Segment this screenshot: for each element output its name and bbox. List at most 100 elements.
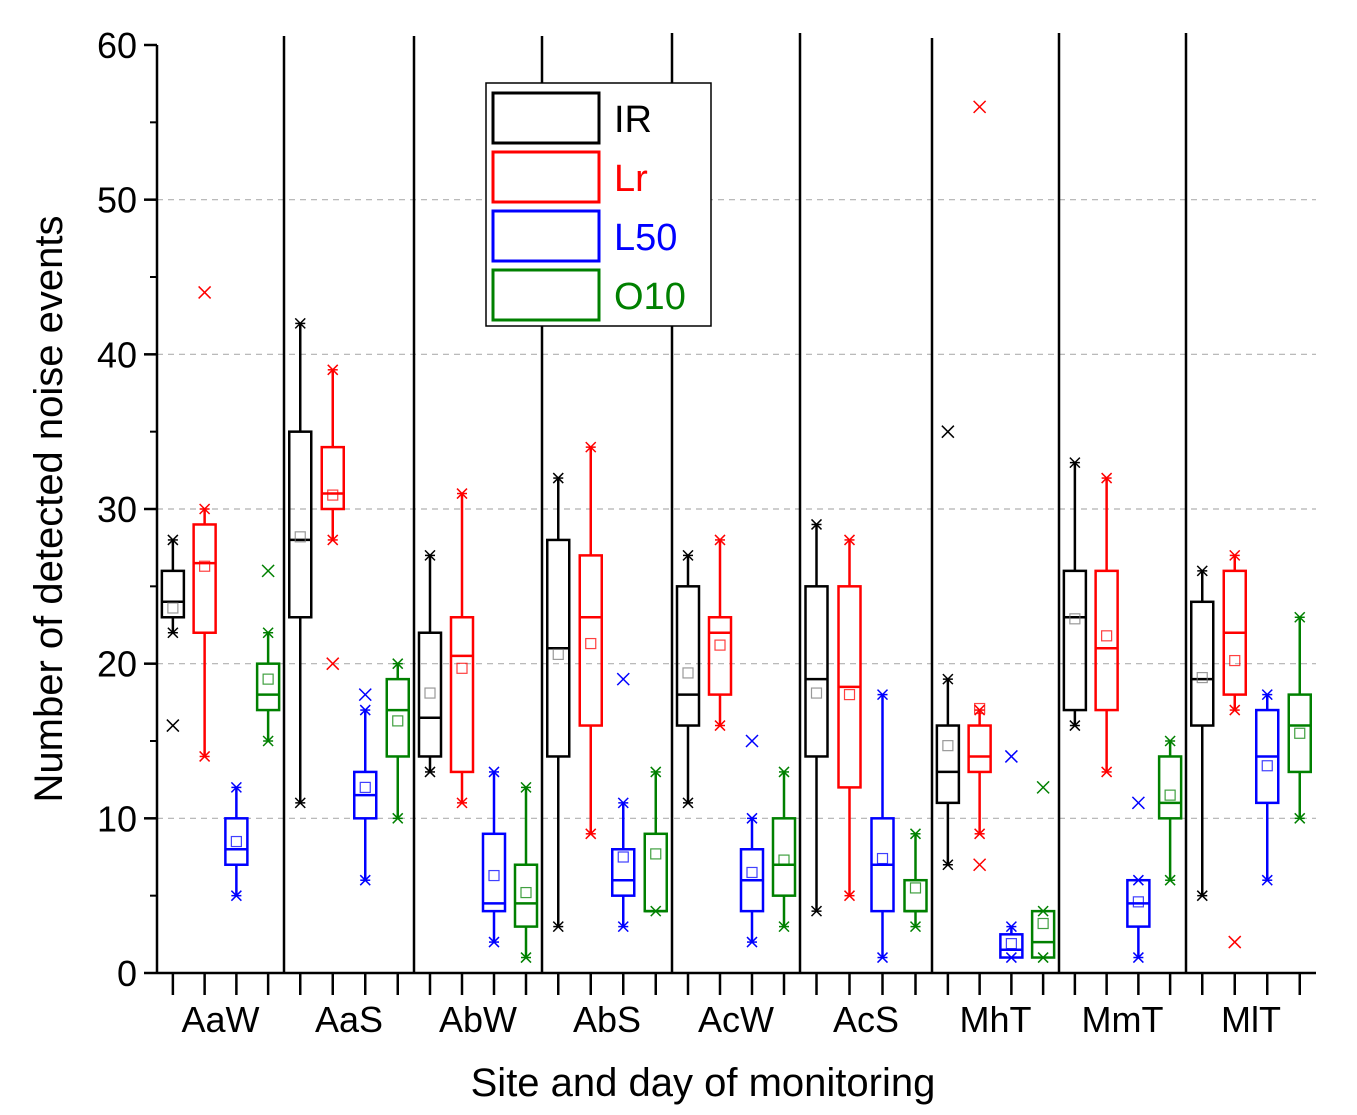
box-rect [643, 832, 668, 913]
box-O10-MmT [1157, 735, 1183, 886]
outlier-marker [1036, 780, 1050, 794]
mean-marker [1005, 938, 1017, 950]
box-rect [771, 817, 797, 897]
outlier-marker [1131, 796, 1145, 810]
legend-swatch [491, 91, 601, 145]
mean-marker [488, 869, 500, 882]
outlier-marker [973, 100, 987, 114]
box-IR-MhT [935, 425, 961, 871]
box-rect [1094, 569, 1119, 712]
y-tick-label: 30 [97, 489, 137, 530]
box-IR-AbS [546, 472, 571, 933]
box-Lr-AcS [837, 534, 862, 902]
mean-marker [230, 835, 242, 848]
mean-marker [778, 854, 790, 866]
mean-marker [294, 531, 306, 543]
box-rect [675, 585, 701, 727]
mean-marker [714, 639, 726, 651]
box-rect [1157, 755, 1183, 820]
box-L50-AaS [353, 688, 378, 886]
mean-marker [392, 715, 404, 727]
x-tick-label: AbW [439, 999, 517, 1040]
box-IR-AbW [417, 549, 443, 778]
box-rect [1030, 909, 1056, 959]
box-IR-MlT [1190, 565, 1215, 902]
box-L50-MmT [1126, 796, 1151, 964]
box-rect [449, 616, 475, 774]
outlier-marker [358, 688, 372, 702]
x-tick-label: AaS [315, 999, 383, 1040]
box-rect [707, 616, 733, 696]
box-rect [513, 863, 539, 928]
box-L50-AcS [870, 689, 895, 964]
box-O10-AcS [903, 828, 928, 933]
legend-swatch [491, 268, 601, 322]
outlier-marker [1004, 749, 1018, 763]
mean-marker [456, 662, 468, 674]
mean-marker [876, 852, 889, 865]
box-Lr-AcW [707, 534, 733, 732]
y-axis-label: Number of detected noise events [27, 215, 71, 802]
x-tick-label: AcW [698, 999, 774, 1040]
legend-swatch [491, 150, 601, 204]
legend-item-Lr: Lr [491, 150, 648, 204]
mean-marker [520, 886, 532, 899]
outlier-marker [973, 858, 987, 872]
mean-marker [424, 687, 436, 699]
outlier-marker [326, 657, 340, 671]
legend-swatch [491, 209, 601, 263]
box-IR-AcS [804, 518, 829, 917]
mean-marker [1229, 654, 1241, 667]
mean-marker [359, 781, 371, 794]
box-rect [192, 523, 217, 634]
mean-marker [682, 667, 694, 679]
box-Lr-AaW [192, 285, 217, 762]
box-L50-AaW [224, 781, 249, 902]
mean-marker [552, 648, 564, 660]
box-IR-AaW [160, 534, 186, 733]
mean-marker [942, 740, 954, 752]
box-L50-MhT [999, 749, 1024, 964]
box-O10-MhT [1030, 780, 1056, 964]
box-rect [578, 554, 603, 727]
box-O10-AbS [643, 766, 668, 917]
legend: IR Lr L50 O10 [485, 82, 712, 327]
x-tick-label: AcS [833, 999, 899, 1040]
outlier-marker [745, 734, 759, 748]
box-rect [1062, 569, 1088, 712]
box-Lr-AbS [578, 441, 603, 840]
boxes [160, 100, 1312, 964]
outlier-marker [1228, 935, 1242, 949]
outlier-marker [166, 719, 180, 733]
mean-marker [1261, 760, 1273, 772]
outlier-marker [198, 285, 212, 299]
mean-marker [974, 702, 986, 715]
mean-marker [1164, 789, 1176, 801]
x-tick-label: AbS [573, 999, 641, 1040]
box-rect [967, 724, 992, 774]
legend-item-L50: L50 [491, 209, 677, 263]
box-rect [1190, 600, 1215, 727]
box-IR-AcW [675, 549, 701, 809]
mean-marker [746, 866, 758, 879]
box-IR-MmT [1062, 457, 1088, 732]
box-rect [804, 585, 829, 758]
mean-marker [585, 637, 597, 650]
mean-marker [1069, 613, 1081, 625]
box-Lr-AbW [449, 488, 475, 809]
mean-marker [1132, 896, 1144, 908]
box-rect [320, 445, 345, 511]
x-tick-label: MmT [1082, 999, 1164, 1040]
mean-marker [617, 851, 629, 863]
y-tick-label: 20 [97, 644, 137, 685]
y-tick-label: 10 [97, 798, 137, 839]
box-Lr-MlT [1222, 549, 1247, 949]
mean-marker [909, 882, 922, 894]
box-rect [903, 878, 928, 913]
outlier-marker [941, 425, 955, 439]
outlier-marker [261, 564, 275, 578]
box-rect [255, 662, 281, 712]
mean-marker [1037, 917, 1049, 930]
box-rect [611, 848, 636, 897]
